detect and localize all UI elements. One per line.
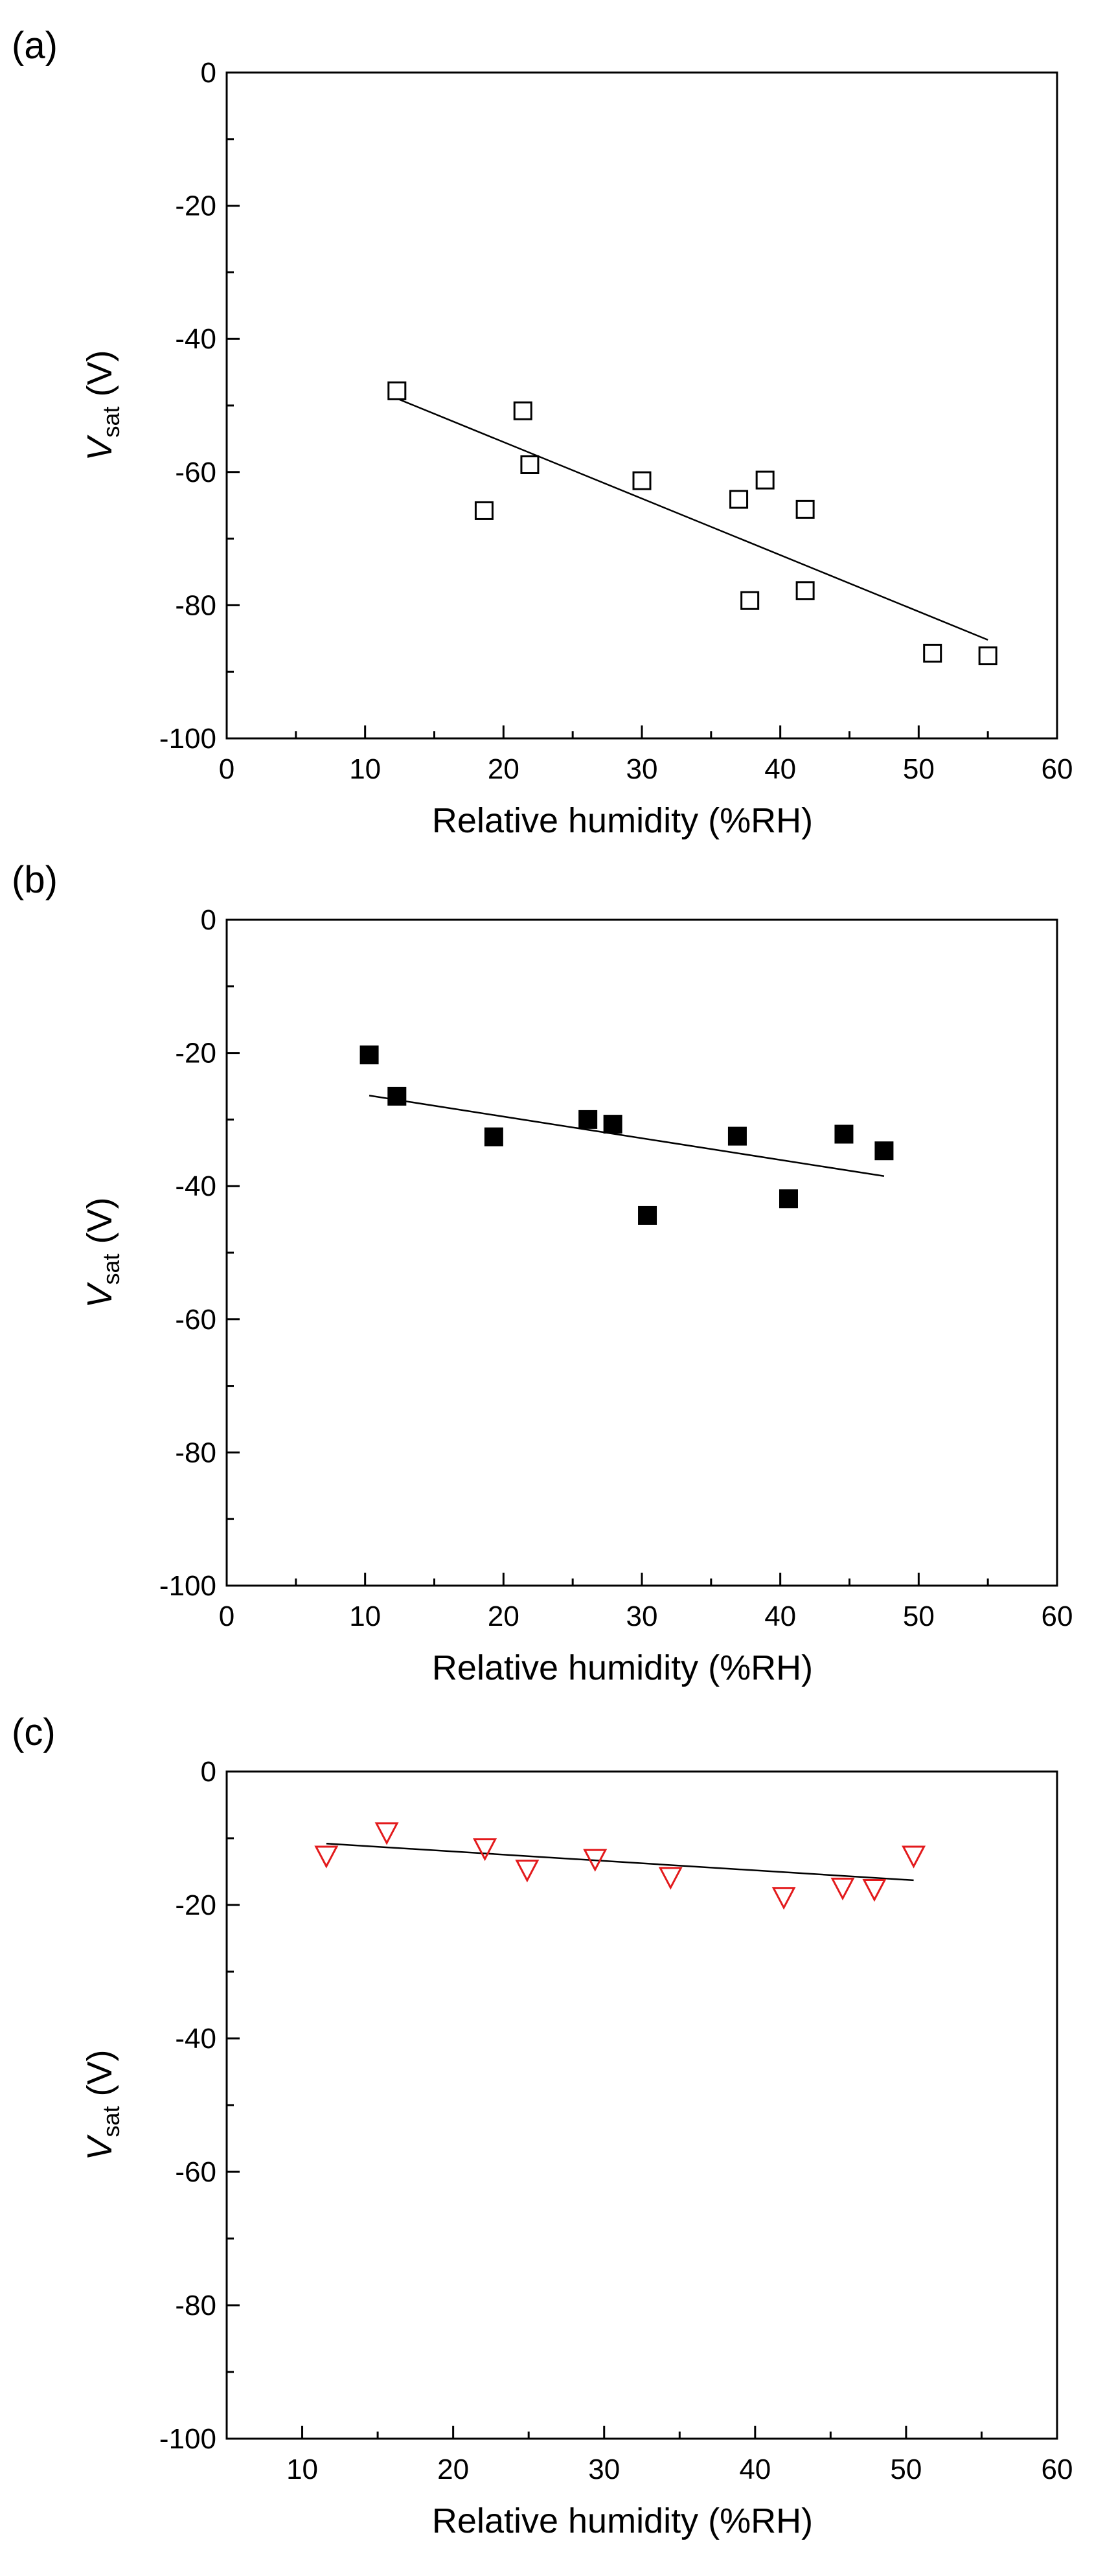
y-axis-label-unit: (V) bbox=[80, 2049, 119, 2106]
data-point bbox=[658, 1867, 683, 1890]
data-point bbox=[830, 1877, 855, 1901]
y-tick-label: -60 bbox=[175, 457, 216, 488]
y-tick-label: -80 bbox=[175, 589, 216, 621]
data-point bbox=[474, 501, 494, 520]
x-tick-label: 20 bbox=[488, 1601, 519, 1632]
fit-line bbox=[326, 1842, 914, 1882]
data-point bbox=[515, 1860, 540, 1883]
y-axis-label: Vsat (V) bbox=[80, 2049, 124, 2160]
y-tick-label: 0 bbox=[201, 57, 216, 89]
chart-panel-1: (a) 0 10 20 30 40 50 60 0 -20 -40 -60 -80 -100 Relativ… bbox=[12, 25, 1073, 840]
plot-frame bbox=[225, 71, 1058, 740]
y-tick-label: 0 bbox=[201, 1756, 216, 1788]
x-tick-label: 40 bbox=[764, 753, 796, 785]
x-tick-label: 30 bbox=[588, 2454, 620, 2485]
data-point bbox=[638, 1205, 657, 1225]
y-tick-label: -60 bbox=[175, 2156, 216, 2188]
panel-label: (c) bbox=[12, 1711, 56, 1753]
x-tick-label: 60 bbox=[1042, 753, 1073, 785]
y-axis-label-symbol: V bbox=[80, 1282, 119, 1308]
chart-panel-3: (c) 10 20 30 40 50 60 0 -20 -40 -60 -80 -100 Relative… bbox=[12, 1711, 1073, 2540]
x-tick-label: 10 bbox=[349, 1601, 381, 1632]
data-point bbox=[513, 401, 532, 420]
x-tick-label: 30 bbox=[626, 753, 658, 785]
data-point bbox=[603, 1115, 622, 1134]
y-axis-label-subscript: sat bbox=[98, 2106, 124, 2137]
data-point bbox=[632, 471, 652, 490]
data-point bbox=[795, 499, 815, 519]
data-point bbox=[874, 1141, 894, 1161]
y-tick-label: -100 bbox=[159, 723, 216, 755]
y-tick-label: -20 bbox=[175, 1038, 216, 1069]
data-point bbox=[834, 1124, 854, 1144]
y-tick-label: -20 bbox=[175, 190, 216, 222]
data-point bbox=[387, 381, 407, 400]
y-axis-label-symbol: V bbox=[80, 2134, 119, 2161]
y-axis-label-symbol: V bbox=[80, 435, 119, 461]
data-point bbox=[314, 1845, 339, 1869]
y-tick-label: 0 bbox=[201, 904, 216, 936]
data-point bbox=[978, 646, 997, 666]
x-tick-label: 50 bbox=[903, 1601, 935, 1632]
x-tick-label: 10 bbox=[286, 2454, 318, 2485]
data-point bbox=[771, 1887, 796, 1910]
y-tick-label: -100 bbox=[159, 2423, 216, 2455]
x-tick-label: 30 bbox=[626, 1601, 658, 1632]
data-point bbox=[727, 1126, 747, 1146]
y-tick-label: -80 bbox=[175, 1437, 216, 1468]
data-point bbox=[473, 1838, 497, 1862]
panel-label: (b) bbox=[12, 859, 58, 901]
data-point bbox=[729, 490, 749, 509]
y-axis-label-unit: (V) bbox=[80, 1197, 119, 1253]
data-point bbox=[359, 1045, 379, 1065]
data-point bbox=[520, 455, 540, 474]
x-tick-label: 50 bbox=[890, 2454, 922, 2485]
y-tick-label: -100 bbox=[159, 1570, 216, 1602]
x-axis-label: Relative humidity (%RH) bbox=[432, 801, 813, 840]
fit-line bbox=[392, 396, 988, 641]
x-tick-label: 50 bbox=[903, 753, 935, 785]
data-point bbox=[923, 643, 942, 663]
x-tick-label: 0 bbox=[219, 753, 234, 785]
x-tick-label: 20 bbox=[437, 2454, 469, 2485]
y-tick-label: -20 bbox=[175, 1889, 216, 1921]
x-tick-label: 0 bbox=[219, 1601, 234, 1632]
y-axis-label-unit: (V) bbox=[80, 350, 119, 406]
chart-panel-2: (b) 0 10 20 30 40 50 60 0 -20 -40 -60 -80 -100 Relativ… bbox=[12, 859, 1073, 1687]
y-axis-label-subscript: sat bbox=[98, 1253, 124, 1284]
data-point bbox=[902, 1845, 926, 1869]
y-tick-label: -60 bbox=[175, 1304, 216, 1336]
y-axis-label-subscript: sat bbox=[98, 406, 124, 437]
x-tick-label: 10 bbox=[349, 753, 381, 785]
plot-frame bbox=[225, 1770, 1058, 2440]
data-point bbox=[795, 581, 815, 600]
panel-label: (a) bbox=[12, 25, 58, 67]
y-axis-label: Vsat (V) bbox=[80, 1197, 124, 1308]
x-tick-label: 60 bbox=[1042, 1601, 1073, 1632]
x-tick-label: 20 bbox=[488, 753, 519, 785]
x-tick-label: 40 bbox=[764, 1601, 796, 1632]
data-point bbox=[583, 1849, 608, 1872]
data-point bbox=[862, 1878, 887, 1902]
plot-frame bbox=[225, 918, 1058, 1587]
data-point bbox=[484, 1127, 503, 1146]
data-point bbox=[578, 1110, 598, 1129]
data-point bbox=[374, 1822, 399, 1845]
x-axis-label: Relative humidity (%RH) bbox=[432, 2502, 813, 2540]
x-tick-label: 40 bbox=[739, 2454, 771, 2485]
data-point bbox=[755, 470, 775, 490]
data-point bbox=[779, 1189, 798, 1209]
fit-line bbox=[369, 1095, 885, 1178]
x-tick-label: 60 bbox=[1042, 2454, 1073, 2485]
y-tick-label: -80 bbox=[175, 2290, 216, 2321]
data-point bbox=[740, 591, 760, 610]
y-tick-label: -40 bbox=[175, 323, 216, 355]
y-axis-label: Vsat (V) bbox=[80, 350, 124, 461]
y-tick-label: -40 bbox=[175, 1170, 216, 1202]
y-tick-label: -40 bbox=[175, 2023, 216, 2055]
x-axis-label: Relative humidity (%RH) bbox=[432, 1648, 813, 1687]
data-point bbox=[387, 1086, 407, 1106]
